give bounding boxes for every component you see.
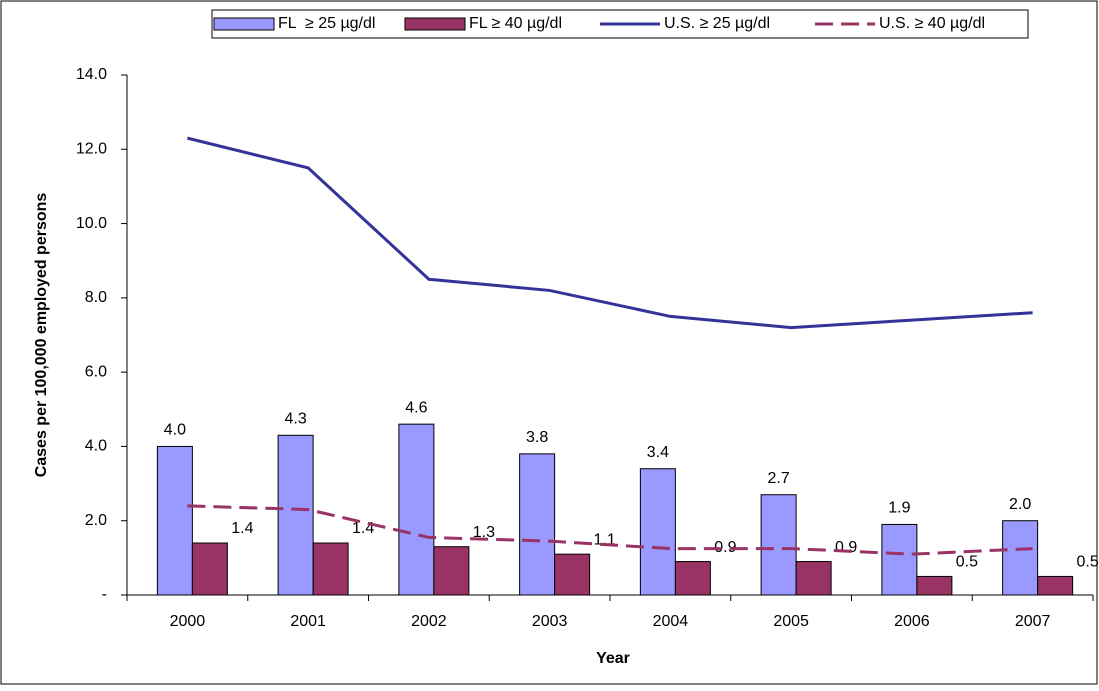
- legend-label: FL ≥ 40 µg/dl: [469, 15, 562, 32]
- data-label: 1.3: [473, 524, 495, 541]
- data-label: 4.3: [285, 411, 307, 428]
- bar: [760, 494, 797, 596]
- line: [187, 136, 1033, 330]
- bar: [277, 434, 314, 596]
- legend-swatch: [404, 17, 466, 31]
- line: [187, 504, 1033, 556]
- bar: [433, 546, 470, 596]
- x-axis-title: Year: [596, 650, 630, 667]
- y-tick-label: 12.0: [76, 141, 107, 158]
- bar: [916, 575, 953, 596]
- y-tick-label: 6.0: [85, 363, 107, 380]
- bar: [881, 523, 918, 596]
- bar: [1002, 520, 1039, 596]
- data-label: 2.0: [1009, 496, 1031, 513]
- bar: [156, 445, 193, 596]
- data-label: 4.6: [405, 399, 427, 416]
- bar: [639, 468, 676, 596]
- legend-swatch: [213, 17, 275, 31]
- bar: [554, 553, 591, 596]
- data-label: 2.7: [768, 470, 790, 487]
- bar: [191, 542, 228, 596]
- data-label: 1.9: [888, 500, 910, 517]
- legend-label: FL ≥ 25 µg/dl: [278, 15, 375, 32]
- legend-label: U.S. ≥ 25 µg/dl: [664, 15, 770, 32]
- y-tick-label: 8.0: [85, 289, 107, 306]
- y-tick-label: -: [102, 586, 107, 603]
- x-tick-label: 2000: [170, 613, 206, 630]
- bar: [312, 542, 349, 596]
- data-label: 0.9: [714, 539, 736, 556]
- x-tick-label: 2005: [773, 613, 809, 630]
- x-tick-label: 2003: [532, 613, 568, 630]
- y-axis-title: Cases per 100,000 employed persons: [33, 193, 50, 478]
- data-label: 1.4: [231, 520, 253, 537]
- y-tick-label: 14.0: [76, 66, 107, 83]
- x-tick-label: 2006: [894, 613, 930, 630]
- bar: [398, 423, 435, 596]
- x-tick-label: 2007: [1015, 613, 1051, 630]
- data-label: 0.5: [956, 554, 978, 571]
- legend-label: U.S. ≥ 40 µg/dl: [879, 15, 985, 32]
- data-label: 0.5: [1077, 554, 1099, 571]
- y-tick-label: 4.0: [85, 438, 107, 455]
- x-tick-label: 2002: [411, 613, 447, 630]
- data-label: 3.4: [647, 444, 669, 461]
- data-label: 4.0: [164, 422, 186, 439]
- bar: [674, 561, 711, 596]
- y-tick-label: 10.0: [76, 215, 107, 232]
- bar: [519, 453, 556, 596]
- data-label: 3.8: [526, 429, 548, 446]
- data-label: 0.9: [835, 539, 857, 556]
- x-tick-label: 2004: [653, 613, 689, 630]
- x-tick-label: 2001: [290, 613, 326, 630]
- bar: [1037, 575, 1074, 596]
- bar: [795, 561, 832, 596]
- y-tick-label: 2.0: [85, 512, 107, 529]
